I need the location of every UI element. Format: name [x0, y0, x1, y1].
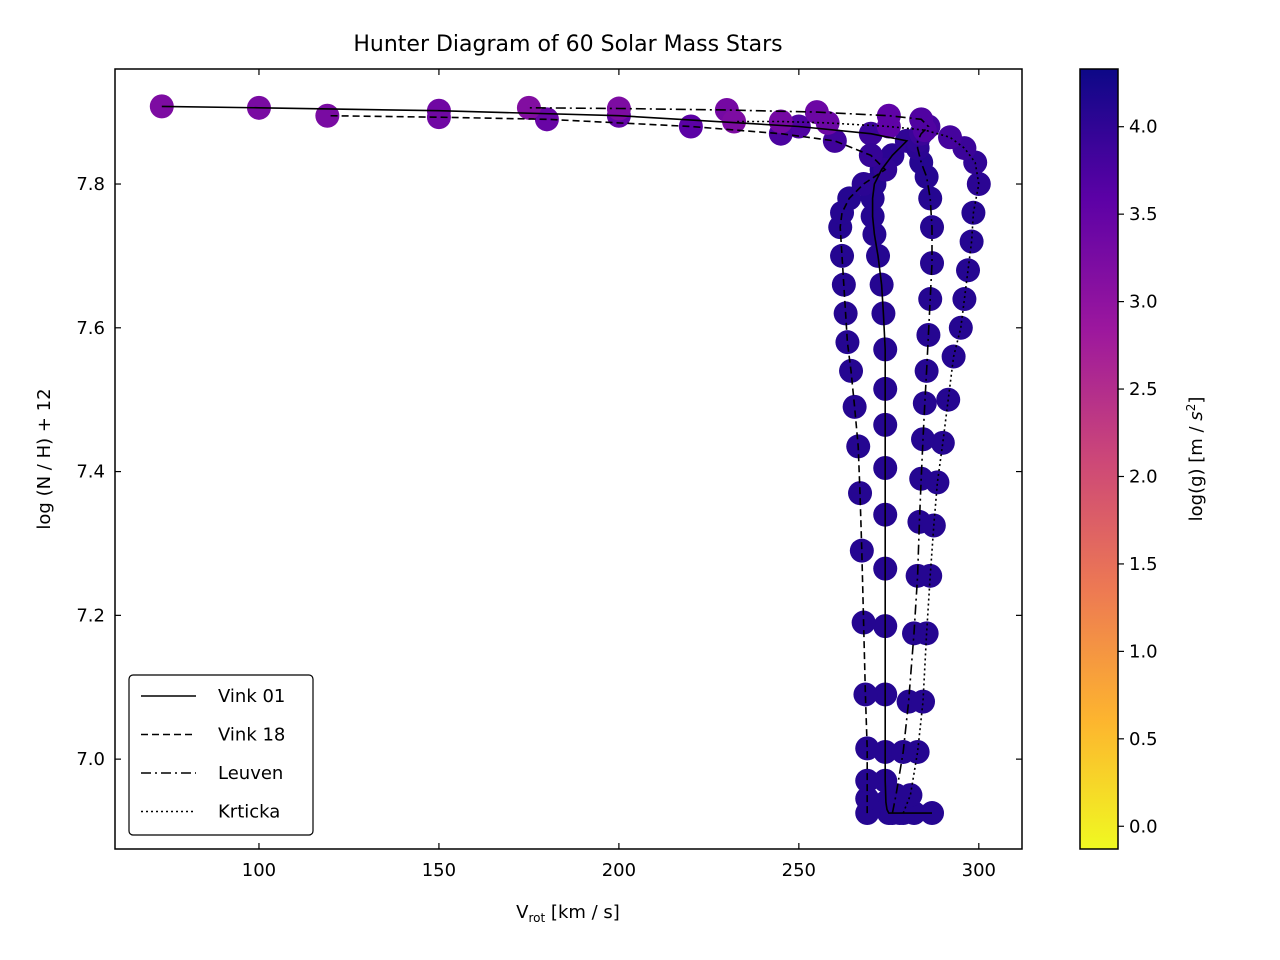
colorbar-tick-label: 0.5 — [1129, 729, 1158, 750]
colorbar-tick-label: 2.0 — [1129, 466, 1158, 487]
x-tick-label: 250 — [782, 860, 816, 881]
colorbar-ticks: 0.0 0.5 1.0 1.5 2.0 2.5 3.0 3.5 4.0 — [1118, 117, 1158, 837]
marker-krticka — [966, 172, 991, 197]
marker-krticka — [898, 783, 923, 808]
series-lines — [161, 105, 980, 814]
colorbar-tick-label: 0.0 — [1129, 816, 1158, 837]
marker-vink-01 — [149, 94, 174, 119]
legend-label-leuven: Leuven — [218, 763, 283, 784]
legend-label-krticka: Krticka — [218, 802, 280, 823]
y-axis-ticks: 7.0 7.2 7.4 7.6 7.8 — [76, 174, 1022, 770]
marker-krticka — [952, 287, 977, 312]
plot-area: 100 150 200 250 300 7.0 7.2 7.4 7.6 7.8 — [76, 68, 1023, 881]
marker-leuven — [912, 391, 937, 416]
marker-vink-18 — [822, 128, 847, 153]
marker-krticka — [722, 109, 747, 134]
line-leuven — [528, 107, 933, 814]
colorbar-tick-label: 3.0 — [1129, 292, 1158, 313]
x-tick-label: 150 — [422, 860, 456, 881]
marker-krticka — [956, 258, 981, 283]
marker-leuven — [918, 186, 943, 211]
y-axis-label: log (N / H) + 12 — [34, 388, 55, 529]
plot-frame — [114, 68, 1023, 850]
legend-label-vink-01: Vink 01 — [218, 686, 285, 707]
marker-krticka — [905, 739, 930, 764]
line-vink-18 — [327, 114, 887, 814]
marker-vink-18 — [849, 538, 874, 563]
colorbar: 0.0 0.5 1.0 1.5 2.0 2.5 3.0 3.5 4.0 log(g) [m / … — [1079, 68, 1207, 850]
marker-vink-18 — [855, 736, 880, 761]
colorbar-tick-label: 2.5 — [1129, 379, 1158, 400]
colorbar-tick-label: 4.0 — [1129, 117, 1158, 138]
y-tick-label: 7.6 — [76, 318, 105, 339]
x-tick-label: 300 — [962, 860, 996, 881]
colorbar-label: log(g) [m / s2] — [1184, 397, 1207, 522]
y-tick-label: 7.0 — [76, 749, 105, 770]
y-tick-label: 7.2 — [76, 605, 105, 626]
colorbar-tick-label: 1.0 — [1129, 641, 1158, 662]
marker-krticka — [768, 109, 793, 134]
chart-title: Hunter Diagram of 60 Solar Mass Stars — [353, 32, 782, 57]
colorbar-tick-label: 1.5 — [1129, 554, 1158, 575]
marker-krticka — [918, 563, 943, 588]
scatter-markers — [149, 94, 991, 826]
marker-vink-18 — [851, 172, 876, 197]
marker-krticka — [914, 621, 939, 646]
line-vink-01 — [161, 105, 932, 814]
marker-krticka — [938, 125, 963, 150]
x-tick-label: 200 — [602, 860, 636, 881]
marker-leuven — [916, 322, 941, 347]
colorbar-strip — [1079, 68, 1119, 850]
x-axis-label: Vrot [km / s] — [516, 902, 620, 925]
x-tick-label: 100 — [242, 860, 276, 881]
marker-krticka — [925, 470, 950, 495]
marker-vink-01 — [920, 801, 945, 826]
x-axis-ticks: 100 150 200 250 300 — [242, 69, 996, 881]
colorbar-tick-label: 3.5 — [1129, 204, 1158, 225]
y-tick-label: 7.8 — [76, 174, 105, 195]
marker-vink-18 — [842, 394, 867, 419]
marker-vink-18 — [853, 682, 878, 707]
marker-vink-18 — [835, 330, 860, 355]
y-tick-label: 7.4 — [76, 462, 105, 483]
legend-label-vink-18: Vink 18 — [218, 725, 285, 746]
legend-box — [128, 674, 314, 836]
legend: Vink 01 Vink 18 Leuven Krticka — [128, 674, 314, 836]
marker-leuven — [920, 251, 945, 276]
marker-krticka — [948, 315, 973, 340]
marker-vink-18 — [855, 768, 880, 793]
marker-krticka — [911, 689, 936, 714]
marker-krticka — [930, 430, 955, 455]
marker-vink-18 — [830, 243, 855, 268]
